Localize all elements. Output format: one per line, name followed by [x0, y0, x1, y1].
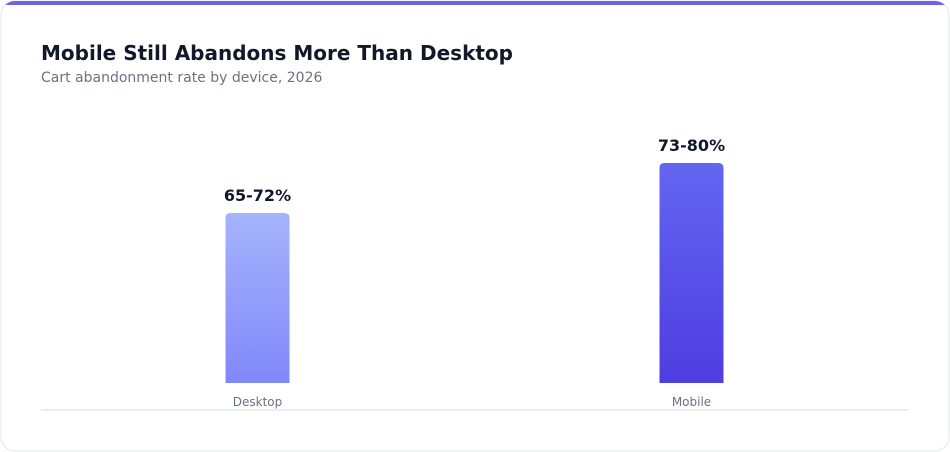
value-label: 73-80%	[658, 136, 725, 155]
bar	[225, 213, 290, 383]
chart-title: Mobile Still Abandons More Than Desktop	[41, 41, 513, 65]
value-label: 65-72%	[224, 186, 291, 205]
x-tick-label: Desktop	[233, 395, 283, 409]
bar	[659, 163, 724, 383]
chart-subtitle: Cart abandonment rate by device, 2026	[41, 70, 322, 86]
x-tick-label: Mobile	[672, 395, 711, 409]
accent-bar	[1, 1, 949, 5]
